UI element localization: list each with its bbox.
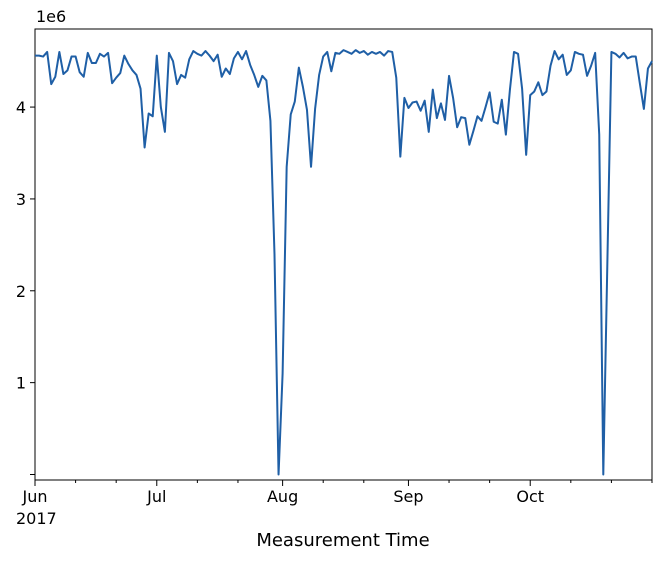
x-axis-title: Measurement Time [256,530,429,551]
y-offset-label: 1e6 [36,7,66,26]
y-tick-label: 2 [16,282,26,301]
x-tick-label: Oct [516,487,544,506]
series-line [35,49,653,476]
x-tick-label: Aug [267,487,298,506]
x-tick-label: Jul [146,487,166,506]
y-axis: 1 2 3 4 [16,98,35,475]
y-tick-label: 1 [16,374,26,393]
plot-frame [34,28,653,481]
y-tick-label: 3 [16,190,26,209]
x-axis: Jun Jul Aug Sep Oct [22,480,653,506]
y-tick-label: 4 [16,98,26,117]
x-tick-label: Sep [393,487,423,506]
x-year-label: 2017 [16,509,57,528]
x-tick-label: Jun [22,487,48,506]
